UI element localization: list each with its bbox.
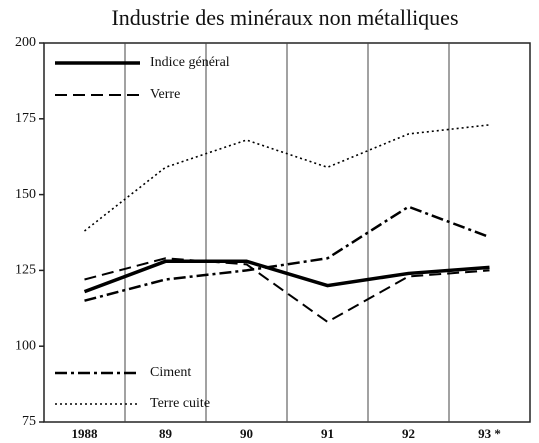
legend-label: Verre: [150, 87, 180, 102]
x-tick-label: 92: [402, 426, 415, 441]
y-tick-label: 75: [22, 414, 36, 429]
x-tick-label: 89: [159, 426, 173, 441]
series-line: [84, 124, 490, 232]
x-tick-label: 90: [240, 426, 253, 441]
x-tick-label: 91: [321, 426, 334, 441]
x-tick-label: 1988: [72, 426, 99, 441]
y-tick-label: 200: [15, 35, 36, 50]
x-tick-label: 93 *: [478, 426, 501, 441]
legend-label: Terre cuite: [150, 396, 210, 411]
y-tick-label: 100: [15, 338, 36, 353]
legend-label: Indice général: [150, 55, 230, 70]
y-tick-label: 125: [15, 263, 36, 278]
series-line: [84, 205, 490, 302]
y-tick-label: 175: [15, 111, 36, 126]
legend-label: Ciment: [150, 365, 191, 380]
series-line: [84, 257, 490, 324]
chart-title: Industrie des minéraux non métalliques: [111, 5, 458, 30]
series-line: [83, 259, 490, 294]
y-tick-label: 150: [15, 187, 36, 202]
